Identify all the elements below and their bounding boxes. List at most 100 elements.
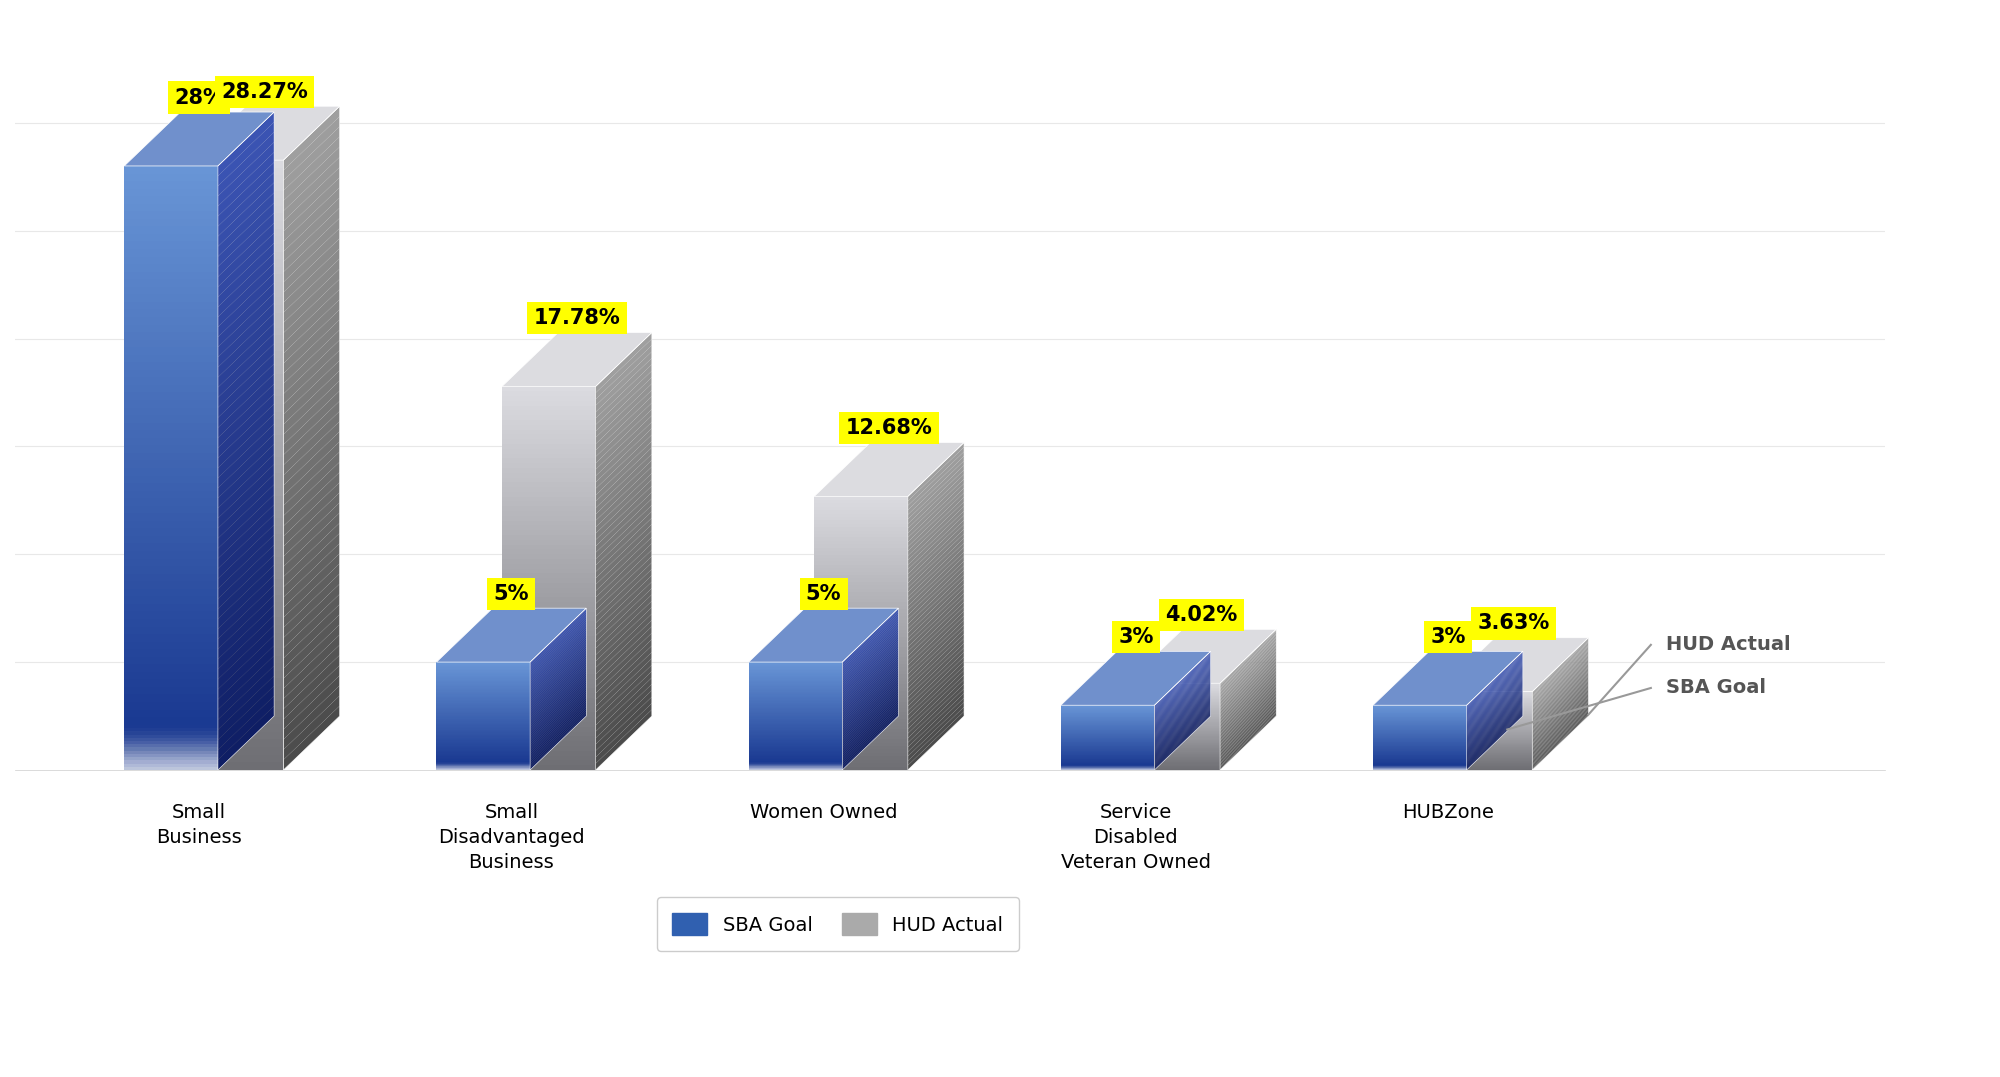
Polygon shape (124, 188, 218, 196)
Polygon shape (124, 738, 218, 770)
Polygon shape (1154, 677, 1210, 732)
Polygon shape (502, 703, 596, 708)
Polygon shape (1154, 689, 1210, 744)
Polygon shape (596, 531, 652, 591)
Polygon shape (190, 426, 284, 434)
Polygon shape (124, 687, 218, 695)
Polygon shape (124, 362, 218, 369)
Polygon shape (530, 674, 586, 730)
Polygon shape (1126, 718, 1220, 719)
Polygon shape (748, 716, 842, 717)
Polygon shape (1154, 714, 1210, 769)
Polygon shape (1126, 741, 1220, 742)
Polygon shape (1532, 642, 1588, 697)
Polygon shape (748, 759, 842, 760)
Polygon shape (436, 753, 530, 754)
Polygon shape (124, 657, 218, 665)
Polygon shape (814, 589, 908, 592)
Polygon shape (190, 443, 284, 450)
Polygon shape (502, 607, 596, 612)
Polygon shape (1532, 697, 1588, 752)
Polygon shape (502, 387, 596, 391)
Polygon shape (190, 260, 284, 267)
Polygon shape (842, 653, 898, 709)
Polygon shape (908, 661, 964, 719)
Polygon shape (908, 625, 964, 683)
Polygon shape (1154, 653, 1210, 708)
Polygon shape (814, 500, 908, 503)
Polygon shape (530, 625, 586, 680)
Polygon shape (748, 715, 842, 716)
Polygon shape (502, 473, 596, 477)
Polygon shape (530, 666, 586, 722)
Polygon shape (842, 712, 898, 768)
Polygon shape (218, 535, 274, 599)
Polygon shape (530, 658, 586, 714)
Polygon shape (596, 544, 652, 604)
Polygon shape (1060, 768, 1154, 770)
Polygon shape (1154, 668, 1210, 723)
Polygon shape (190, 267, 284, 275)
Polygon shape (1154, 693, 1210, 747)
Polygon shape (284, 574, 340, 638)
Polygon shape (190, 526, 284, 533)
Polygon shape (284, 584, 340, 648)
Polygon shape (1532, 690, 1588, 745)
Polygon shape (1126, 700, 1220, 701)
Polygon shape (596, 697, 652, 757)
Polygon shape (1532, 639, 1588, 695)
Polygon shape (284, 503, 340, 567)
Polygon shape (530, 703, 586, 759)
Polygon shape (284, 107, 340, 170)
Polygon shape (1220, 662, 1276, 718)
Polygon shape (1532, 668, 1588, 723)
Polygon shape (1126, 756, 1220, 757)
Polygon shape (596, 614, 652, 674)
Polygon shape (748, 669, 842, 670)
Polygon shape (1466, 686, 1522, 741)
Polygon shape (436, 756, 530, 758)
Polygon shape (284, 411, 340, 475)
Polygon shape (1466, 675, 1522, 730)
Polygon shape (1532, 685, 1588, 740)
Polygon shape (530, 679, 586, 735)
Polygon shape (1126, 725, 1220, 726)
Polygon shape (1126, 737, 1220, 738)
Polygon shape (1466, 683, 1522, 738)
Polygon shape (1220, 708, 1276, 763)
Polygon shape (284, 513, 340, 577)
Polygon shape (1126, 761, 1220, 763)
Polygon shape (502, 756, 596, 760)
Polygon shape (596, 479, 652, 540)
Polygon shape (284, 146, 340, 211)
Polygon shape (218, 394, 274, 458)
Polygon shape (1154, 674, 1210, 729)
Polygon shape (1126, 699, 1220, 700)
Polygon shape (748, 708, 842, 710)
Polygon shape (218, 555, 274, 619)
Polygon shape (1220, 659, 1276, 715)
Polygon shape (218, 353, 274, 418)
Polygon shape (124, 219, 218, 226)
Polygon shape (190, 701, 284, 709)
Polygon shape (1154, 703, 1210, 758)
Text: 17.78%: 17.78% (534, 308, 620, 328)
Polygon shape (908, 579, 964, 638)
Polygon shape (502, 530, 596, 535)
Polygon shape (1532, 651, 1588, 707)
Polygon shape (530, 617, 586, 673)
Polygon shape (814, 572, 908, 575)
Polygon shape (436, 740, 530, 742)
Polygon shape (502, 496, 596, 502)
Polygon shape (748, 742, 842, 743)
Polygon shape (436, 739, 530, 740)
Polygon shape (814, 640, 908, 643)
Polygon shape (1220, 648, 1276, 703)
Polygon shape (530, 639, 586, 695)
Polygon shape (218, 565, 274, 629)
Polygon shape (124, 226, 218, 234)
Polygon shape (436, 761, 530, 764)
Polygon shape (1220, 667, 1276, 723)
Polygon shape (284, 401, 340, 465)
Polygon shape (1532, 711, 1588, 766)
